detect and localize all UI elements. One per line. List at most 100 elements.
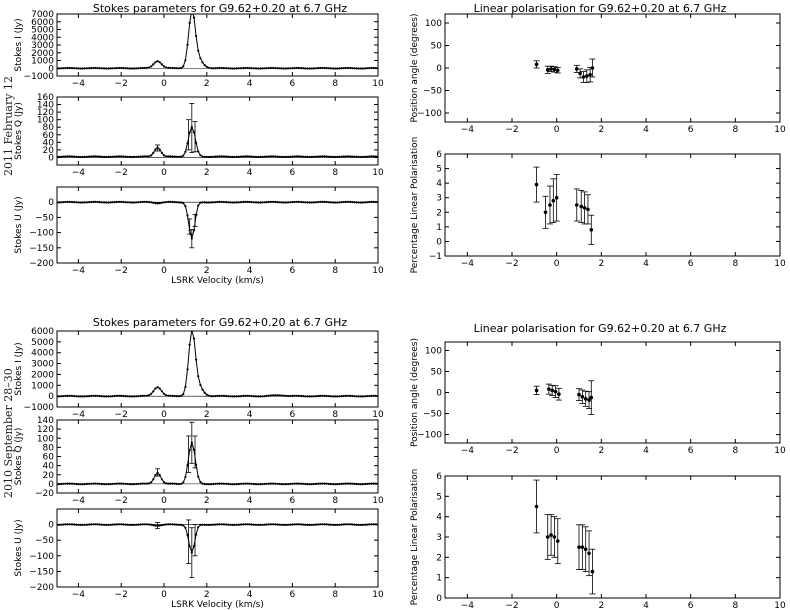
data-point bbox=[581, 75, 586, 79]
spectrum-point bbox=[310, 201, 313, 204]
spectrum-point bbox=[269, 66, 273, 70]
y-tick-label: 100 bbox=[425, 346, 442, 356]
y-tick-label: 1 bbox=[436, 574, 442, 584]
x-tick-label: 2 bbox=[204, 410, 210, 420]
axes-frame bbox=[56, 13, 379, 77]
spectrum-point bbox=[284, 394, 288, 397]
spectrum-point bbox=[349, 155, 352, 158]
spectrum-point bbox=[265, 482, 268, 485]
spectrum-point bbox=[261, 395, 264, 398]
spectrum-point bbox=[229, 201, 232, 204]
spectrum-point bbox=[233, 395, 236, 398]
spectrum-point bbox=[141, 155, 144, 158]
spectrum-point bbox=[278, 67, 281, 70]
spectrum-point bbox=[297, 66, 300, 70]
spectrum-point bbox=[92, 523, 95, 526]
spectrum-point bbox=[122, 200, 125, 204]
spectrum-point bbox=[295, 66, 298, 70]
spectrum-point bbox=[60, 523, 63, 526]
spectrum-point bbox=[66, 200, 69, 203]
spectrum-point bbox=[165, 155, 168, 158]
spectrum-point bbox=[327, 201, 330, 204]
spectrum-point bbox=[77, 523, 80, 526]
y-axis-label: Position angle (degrees) bbox=[410, 14, 420, 123]
spectrum-point bbox=[203, 64, 206, 67]
spectrum-point bbox=[280, 483, 283, 486]
chart-panel-e1_PL: −4 −2 0 2 4 6 8 10 −1 0 1 2 3 4 5 6 Percentage Linear Po… bbox=[410, 137, 786, 274]
x-tick-label: 10 bbox=[372, 266, 384, 276]
spectrum-point bbox=[103, 155, 106, 158]
x-tick-label: 2 bbox=[204, 79, 210, 89]
spectrum-point bbox=[124, 395, 127, 398]
spectrum-point bbox=[167, 523, 170, 526]
spectrum-point bbox=[237, 482, 240, 486]
spectrum-point bbox=[118, 66, 121, 70]
spectrum-point bbox=[222, 523, 225, 526]
spectrum-point bbox=[338, 67, 341, 70]
spectrum-point bbox=[325, 482, 328, 485]
spectrum-point bbox=[90, 200, 93, 204]
spectrum-point bbox=[96, 523, 99, 526]
spectrum-point bbox=[370, 200, 373, 203]
spectrum-point bbox=[310, 67, 313, 70]
spectrum-point bbox=[265, 523, 268, 526]
spectrum-point bbox=[359, 201, 362, 204]
spectrum-point bbox=[359, 395, 362, 398]
spectrum-point bbox=[201, 201, 204, 204]
spectrum-point bbox=[100, 395, 103, 398]
spectrum-point bbox=[143, 200, 146, 203]
spectrum-point bbox=[115, 67, 118, 70]
spectrum-point bbox=[137, 67, 140, 70]
spectrum-point bbox=[62, 201, 65, 204]
spectrum-point bbox=[100, 523, 103, 526]
spectrum-point bbox=[92, 394, 95, 397]
spectrum-point bbox=[242, 394, 245, 397]
spectrum-point bbox=[90, 482, 93, 485]
spectrum-point bbox=[325, 200, 328, 204]
spectrum-point bbox=[237, 67, 240, 70]
spectrum-point bbox=[244, 482, 247, 485]
spectrum-point bbox=[334, 523, 337, 527]
spectrum-point bbox=[173, 155, 176, 158]
spectrum-point bbox=[261, 483, 264, 486]
spectrum-point bbox=[368, 67, 371, 70]
spectrum-point bbox=[323, 482, 326, 485]
spectrum-point bbox=[154, 387, 157, 390]
spectrum-point bbox=[128, 483, 131, 486]
spectrum-point bbox=[107, 67, 110, 70]
spectrum-point bbox=[280, 155, 283, 158]
spectrum-point bbox=[237, 523, 240, 526]
spectrum-point bbox=[169, 66, 172, 70]
spectrum-point bbox=[370, 482, 373, 485]
spectrum-point bbox=[135, 482, 138, 486]
spectrum-point bbox=[68, 200, 71, 203]
data-point bbox=[580, 394, 585, 399]
spectrum-point bbox=[186, 368, 189, 371]
spectrum-point bbox=[210, 483, 213, 486]
spectrum-point bbox=[124, 482, 127, 485]
spectrum-point bbox=[244, 155, 247, 158]
spectrum-point bbox=[182, 524, 185, 527]
spectrum-point bbox=[120, 523, 123, 526]
spectrum-point bbox=[188, 343, 191, 346]
spectrum-point bbox=[162, 392, 166, 395]
spectrum-point bbox=[295, 523, 298, 526]
spectrum-point bbox=[182, 154, 185, 157]
data-point bbox=[589, 395, 594, 400]
spectrum-point bbox=[248, 523, 251, 526]
spectrum-point bbox=[81, 67, 84, 70]
y-tick-label: 0 bbox=[48, 392, 54, 402]
spectrum-point bbox=[267, 394, 270, 397]
spectrum-point bbox=[302, 201, 305, 204]
spectrum-point bbox=[177, 482, 181, 486]
spectrum-point bbox=[115, 394, 118, 397]
x-tick-label: −4 bbox=[461, 446, 475, 456]
data-point bbox=[577, 392, 581, 397]
spectrum-point bbox=[376, 67, 378, 70]
spectrum-point bbox=[257, 483, 260, 486]
spectrum-point bbox=[214, 395, 217, 398]
y-tick-label: −50 bbox=[423, 410, 442, 420]
spectrum-point bbox=[304, 395, 307, 398]
spectrum-point bbox=[327, 523, 330, 526]
spectrum-point bbox=[201, 482, 204, 485]
